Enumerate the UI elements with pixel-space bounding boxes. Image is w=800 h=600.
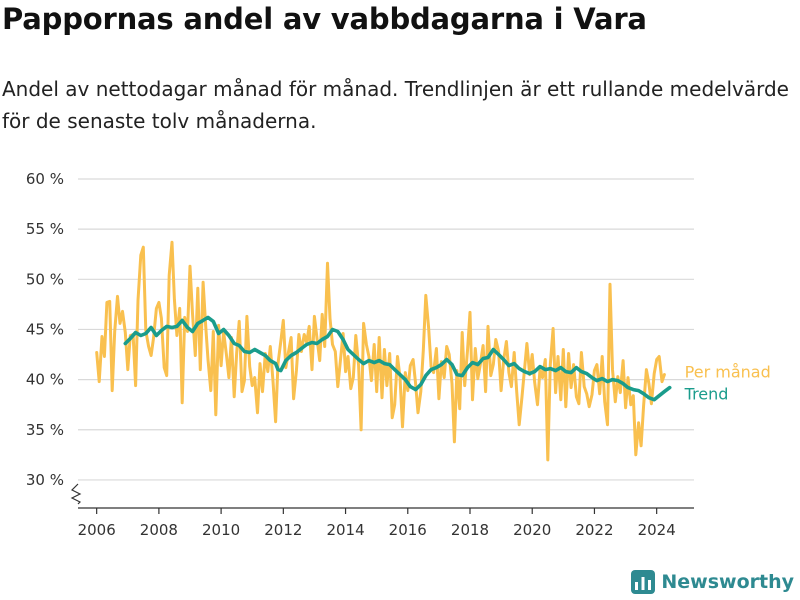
x-tick-label: 2016 (389, 521, 427, 539)
brand-logo: Newsworthy (631, 570, 794, 594)
series-line-trend (123, 315, 672, 402)
x-tick-label: 2020 (513, 521, 551, 539)
chart-subtitle: Andel av nettodagar månad för månad. Tre… (2, 77, 789, 133)
y-tick-label: 45 % (26, 320, 64, 338)
chart-title: Pappornas andel av vabbdagarna i Vara (2, 2, 647, 36)
brand-name: Newsworthy (661, 571, 794, 593)
x-tick-label: 2008 (140, 521, 178, 539)
x-tick-label: 2022 (575, 521, 613, 539)
gridlines (78, 178, 694, 481)
y-tick-label: 35 % (26, 421, 64, 439)
y-tick-labels: 30 % 35 % 40 % 45 % 50 % 55 % 60 % (26, 170, 64, 489)
axes (70, 483, 694, 509)
y-tick-label: 30 % (26, 471, 64, 489)
y-tick-label: 60 % (26, 170, 64, 188)
x-tick-label: 2024 (638, 521, 676, 539)
x-tick-label: 2010 (202, 521, 240, 539)
y-tick-label: 55 % (26, 220, 64, 238)
newsworthy-logo-icon (631, 570, 656, 594)
x-tick-labels: 2006 2008 2010 2012 2014 2016 2018 2020 2022 2024 (78, 508, 676, 539)
series-lines (95, 240, 672, 462)
y-tick-label: 50 % (26, 270, 64, 288)
series-line-monthly (95, 240, 666, 462)
axis-break-icon (70, 483, 82, 505)
y-tick-label: 40 % (26, 371, 64, 389)
x-tick-label: 2006 (78, 521, 116, 539)
legend-label-monthly: Per månad (685, 363, 771, 382)
legend: Per månad Trend (684, 363, 771, 404)
legend-label-trend: Trend (684, 385, 729, 404)
x-tick-label: 2018 (451, 521, 489, 539)
x-tick-label: 2014 (326, 521, 364, 539)
x-tick-label: 2012 (264, 521, 302, 539)
